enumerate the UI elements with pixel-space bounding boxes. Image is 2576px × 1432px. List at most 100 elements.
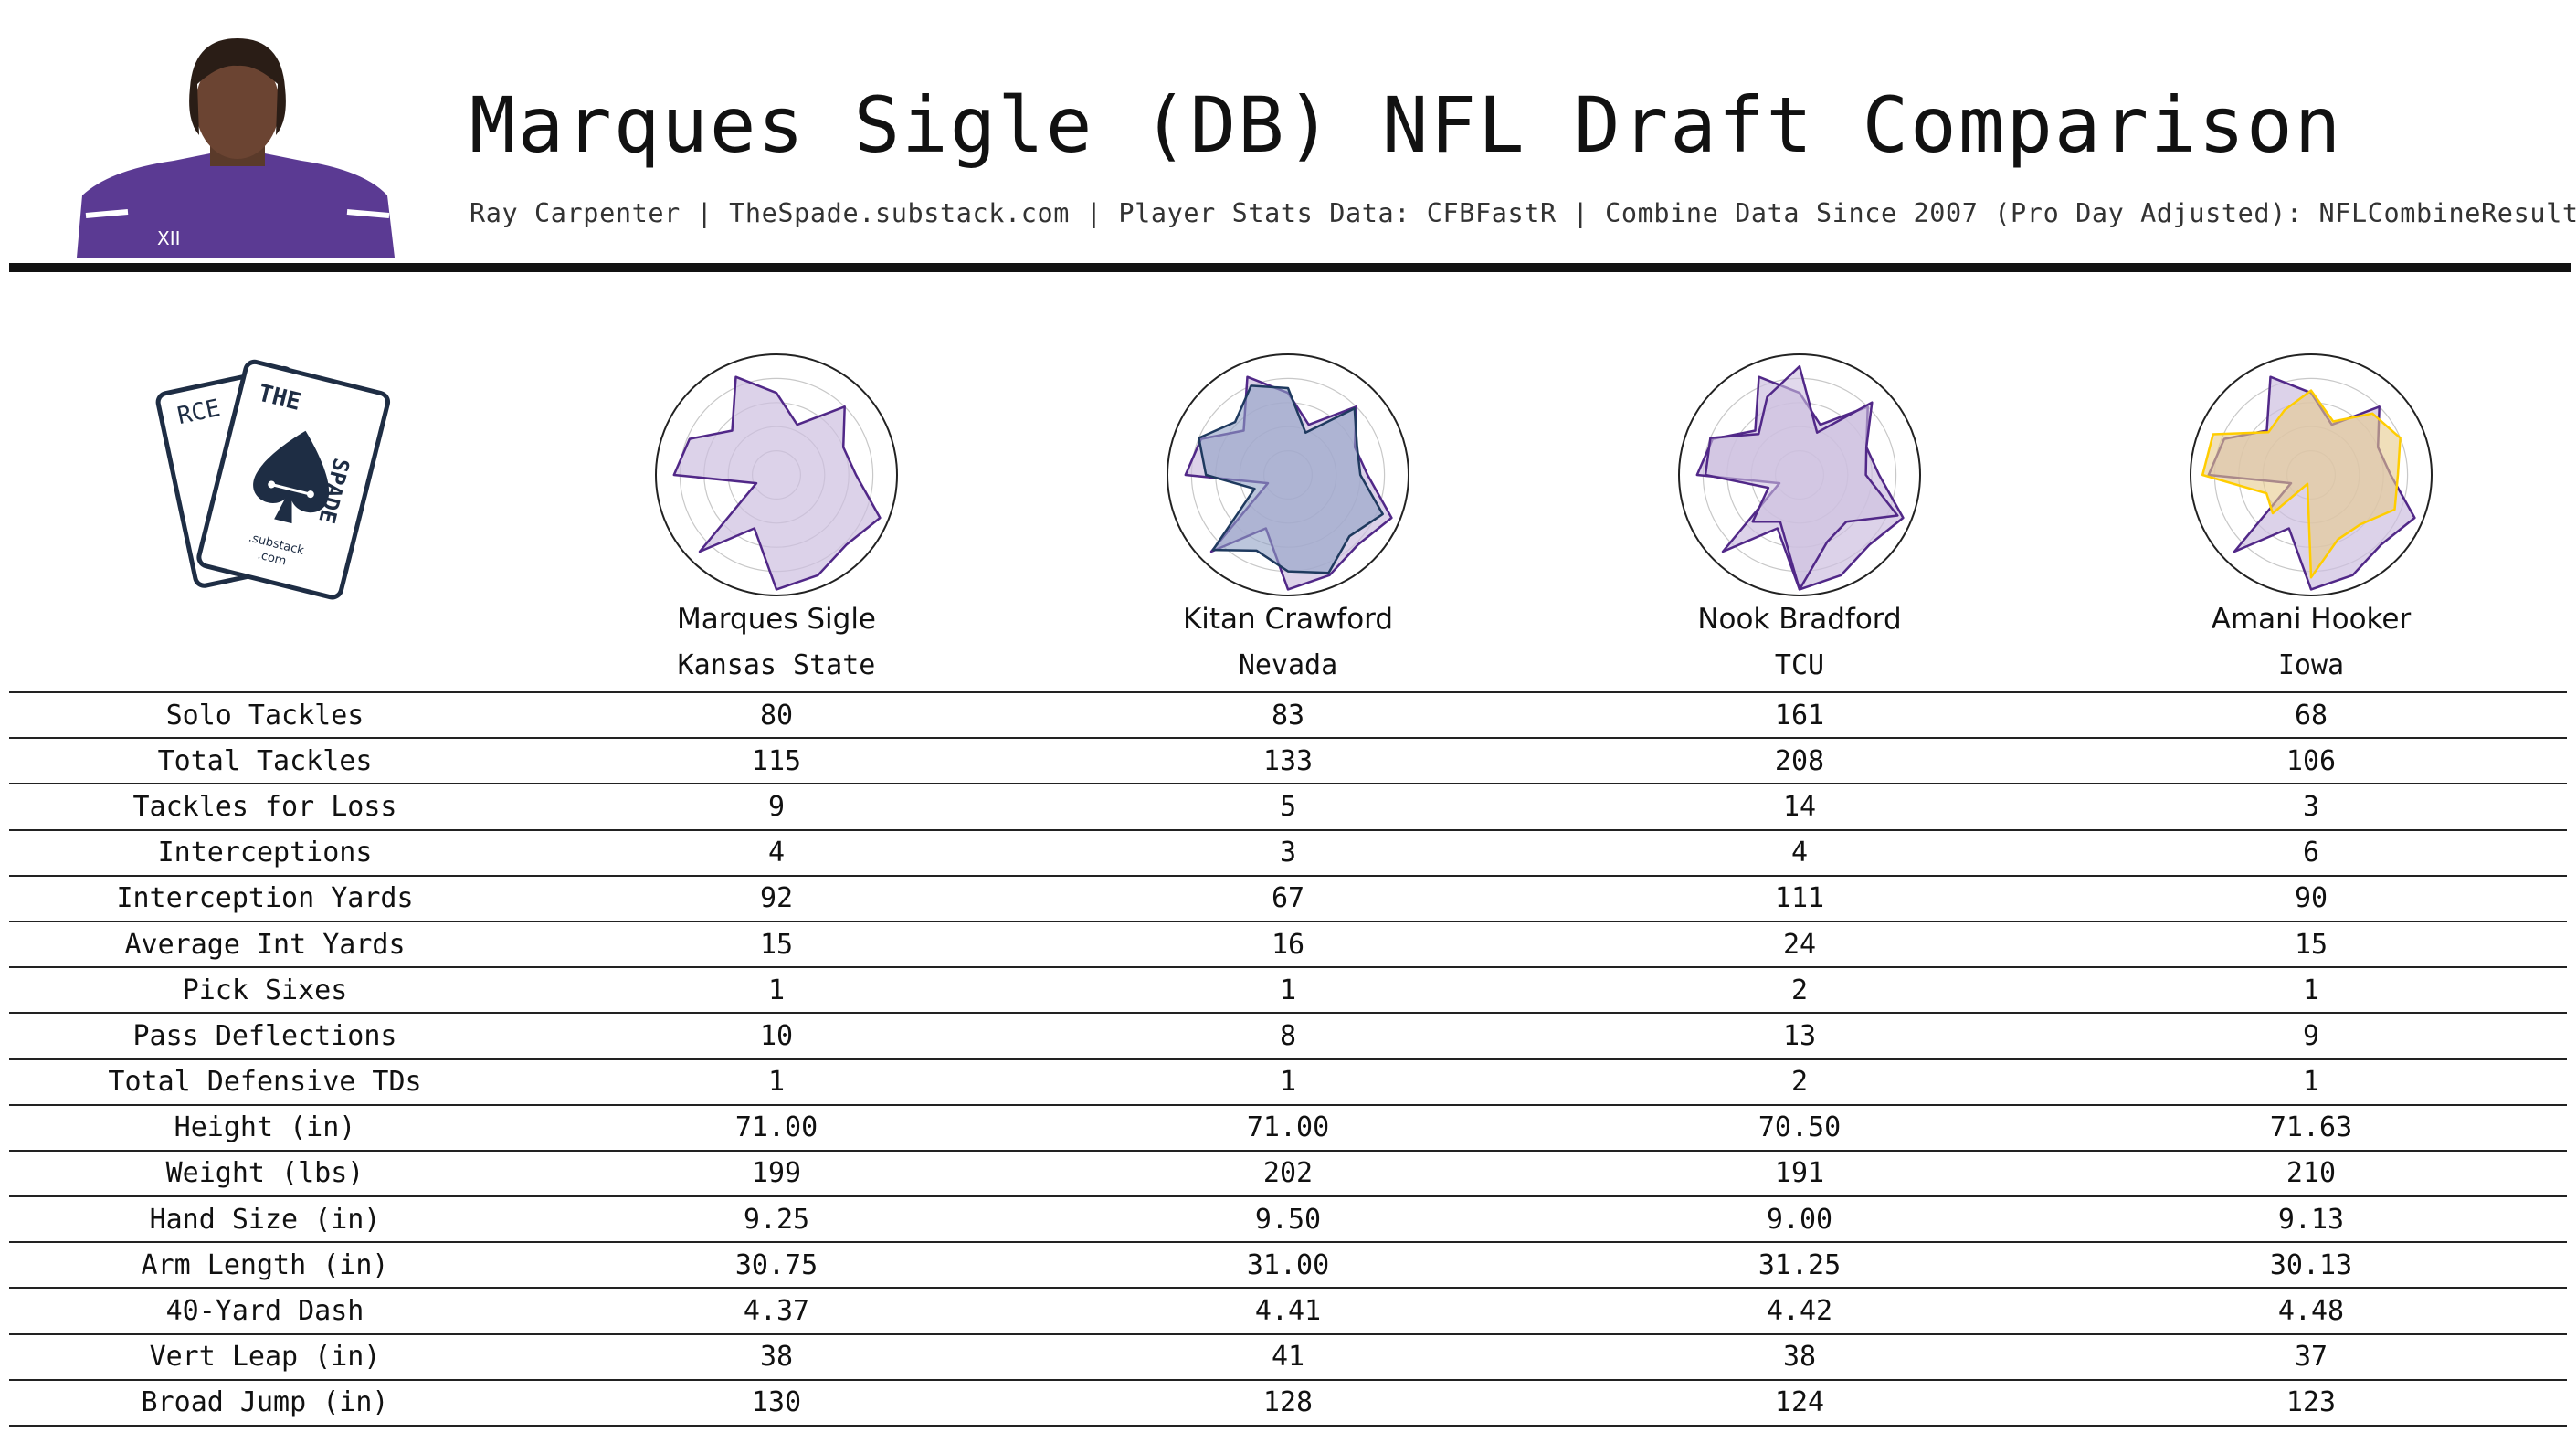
- player-school-1: Kansas State: [677, 649, 876, 681]
- stat-value: 16: [1032, 920, 1544, 969]
- stat-value: 30.13: [2055, 1241, 2567, 1290]
- table-row: Interception Yards 92 67 111 90: [9, 874, 2567, 922]
- spade-icon: [253, 430, 330, 524]
- stat-value: 30.75: [521, 1241, 1032, 1290]
- stat-value: 13: [1544, 1012, 2055, 1060]
- the-spade-logo: RCE THE SPADE .substack .com: [155, 359, 391, 600]
- stat-value: 4: [1544, 828, 2055, 877]
- stat-value: 71.63: [2055, 1103, 2567, 1152]
- table-row: Arm Length (in) 30.75 31.00 31.25 30.13: [9, 1241, 2567, 1290]
- stat-label: Vert Leap (in): [9, 1332, 521, 1381]
- stat-label: Total Tackles: [9, 737, 521, 785]
- stat-value: 24: [1544, 920, 2055, 969]
- table-row: 40-Yard Dash 4.37 4.41 4.42 4.48: [9, 1287, 2567, 1335]
- stat-value: 9.13: [2055, 1195, 2567, 1244]
- table-row: Vert Leap (in) 38 41 38 37: [9, 1332, 2567, 1381]
- stat-value: 41: [1032, 1332, 1544, 1381]
- radar-series-comparison: [1704, 364, 1899, 591]
- stat-value: 133: [1032, 737, 1544, 785]
- stat-value: 3: [2055, 783, 2567, 831]
- jersey-logo-text: XII: [157, 227, 181, 249]
- stat-value: 1: [1032, 1058, 1544, 1106]
- radar-series-comparison: [1198, 384, 1384, 574]
- stat-value: 128: [1032, 1378, 1544, 1427]
- table-row: Height (in) 71.00 71.00 70.50 71.63: [9, 1103, 2567, 1152]
- player-name-3: Nook Bradford: [1697, 603, 1902, 636]
- stat-value: 9: [2055, 1012, 2567, 1060]
- table-row: Average Int Yards 15 16 24 15: [9, 920, 2567, 969]
- page-subtitle: Ray Carpenter | TheSpade.substack.com | …: [470, 198, 2576, 228]
- stat-value: 123: [2055, 1378, 2567, 1427]
- radar-series-marques-sigle: [672, 375, 882, 591]
- stat-value: 71.00: [1032, 1103, 1544, 1152]
- stat-label: Solo Tackles: [9, 690, 521, 740]
- stat-label: Weight (lbs): [9, 1149, 521, 1198]
- stat-value: 8: [1032, 1012, 1544, 1060]
- stat-value: 38: [1544, 1332, 2055, 1381]
- stat-label: Pass Deflections: [9, 1012, 521, 1060]
- stat-value: 115: [521, 737, 1032, 785]
- stat-value: 208: [1544, 737, 2055, 785]
- stat-value: 1: [2055, 1058, 2567, 1106]
- player-name-1: Marques Sigle: [677, 603, 876, 636]
- radar-chart-nook-bradford: [1678, 353, 1921, 596]
- stat-value: 4.37: [521, 1287, 1032, 1335]
- stat-value: 68: [2055, 690, 2567, 740]
- stat-value: 31.00: [1032, 1241, 1544, 1290]
- stat-value: 67: [1032, 874, 1544, 922]
- table-row: Tackles for Loss 9 5 14 3: [9, 783, 2567, 831]
- player-headshot-image: XII: [77, 38, 395, 258]
- page-title: Marques Sigle (DB) NFL Draft Comparison: [470, 80, 2343, 170]
- stat-value: 6: [2055, 828, 2567, 877]
- stat-value: 15: [521, 920, 1032, 969]
- stat-value: 4.42: [1544, 1287, 2055, 1335]
- stat-value: 1: [1032, 966, 1544, 1015]
- table-row: Hand Size (in) 9.25 9.50 9.00 9.13: [9, 1195, 2567, 1244]
- stat-value: 2: [1544, 1058, 2055, 1106]
- stat-value: 4.48: [2055, 1287, 2567, 1335]
- radar-series-comparison: [2201, 389, 2402, 579]
- stat-value: 1: [521, 966, 1032, 1015]
- stat-value: 106: [2055, 737, 2567, 785]
- stat-value: 83: [1032, 690, 1544, 740]
- player-school-2: Nevada: [1238, 649, 1338, 681]
- table-row: Weight (lbs) 199 202 191 210: [9, 1149, 2567, 1198]
- stat-label: Broad Jump (in): [9, 1378, 521, 1427]
- stat-value: 9.25: [521, 1195, 1032, 1244]
- stat-label: Interception Yards: [9, 874, 521, 922]
- stat-value: 210: [2055, 1149, 2567, 1198]
- stat-value: 130: [521, 1378, 1032, 1427]
- header-divider: [9, 263, 2571, 272]
- stats-comparison-table: Solo Tackles 80 83 161 68 Total Tackles 115 133…: [9, 690, 2567, 1427]
- stat-value: 10: [521, 1012, 1032, 1060]
- stat-value: 3: [1032, 828, 1544, 877]
- stat-value: 124: [1544, 1378, 2055, 1427]
- stat-value: 9.50: [1032, 1195, 1544, 1244]
- stat-value: 4.41: [1032, 1287, 1544, 1335]
- stat-value: 15: [2055, 920, 2567, 969]
- logo-text-com: .com: [256, 548, 288, 568]
- table-row: Total Tackles 115 133 208 106: [9, 737, 2567, 785]
- table-row: Interceptions 4 3 4 6: [9, 828, 2567, 877]
- stat-value: 37: [2055, 1332, 2567, 1381]
- stat-value: 1: [2055, 966, 2567, 1015]
- stat-value: 9: [521, 783, 1032, 831]
- stat-value: 2: [1544, 966, 2055, 1015]
- stat-value: 9.00: [1544, 1195, 2055, 1244]
- radar-chart-amani-hooker: [2190, 353, 2433, 596]
- stat-label: Hand Size (in): [9, 1195, 521, 1244]
- stat-value: 191: [1544, 1149, 2055, 1198]
- table-row: Broad Jump (in) 130 128 124 123: [9, 1378, 2567, 1427]
- player-name-2: Kitan Crawford: [1182, 603, 1394, 636]
- stat-value: 199: [521, 1149, 1032, 1198]
- stat-label: Height (in): [9, 1103, 521, 1152]
- stat-label: Total Defensive TDs: [9, 1058, 521, 1106]
- stat-value: 4: [521, 828, 1032, 877]
- stat-label: Average Int Yards: [9, 920, 521, 969]
- stat-label: Pick Sixes: [9, 966, 521, 1015]
- stat-label: 40-Yard Dash: [9, 1287, 521, 1335]
- stat-value: 92: [521, 874, 1032, 922]
- stat-value: 80: [521, 690, 1032, 740]
- stat-value: 14: [1544, 783, 2055, 831]
- stat-label: Tackles for Loss: [9, 783, 521, 831]
